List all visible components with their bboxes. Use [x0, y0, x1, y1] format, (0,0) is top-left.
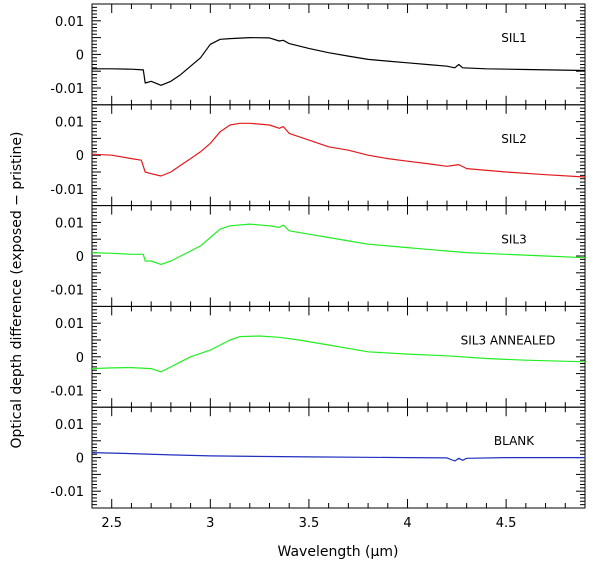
y-tick-label: 0.01: [55, 15, 84, 30]
x-tick-labels: 2.5 3 3.5 4 4.5: [101, 516, 516, 531]
x-tick-label: 3.5: [299, 516, 320, 531]
series-line: [91, 335, 586, 373]
panel-frame: [91, 104, 586, 207]
panel-sil3-annealed: 0.01 0 -0.01 SIL3 ANNEALED: [50, 305, 586, 408]
chart-panels: 0.01 0 -0.01 SIL1 0.01 0 -0.01 SIL2 0.01 0 -0.01 SI…: [50, 3, 586, 509]
y-axis-title: Optical depth difference (exposed − pris…: [9, 132, 25, 449]
y-tick-label: -0.01: [50, 284, 84, 299]
x-tick-label: 3: [206, 516, 214, 531]
y-tick-label: -0.01: [50, 82, 84, 97]
panel-label: BLANK: [494, 434, 535, 448]
panel-label: SIL2: [501, 132, 526, 146]
y-tick-label: 0.01: [55, 116, 84, 131]
y-tick-label: -0.01: [50, 384, 84, 399]
y-tick-label: 0: [76, 48, 84, 63]
y-tick-label: -0.01: [50, 183, 84, 198]
series-line: [91, 223, 586, 265]
panel-label: SIL1: [501, 31, 526, 45]
x-axis-title: Wavelength (μm): [278, 544, 399, 560]
y-tick-label: 0: [76, 250, 84, 265]
x-tick-label: 2.5: [101, 516, 122, 531]
panel-frame: [91, 305, 586, 408]
y-tick-label: 0.01: [55, 317, 84, 332]
y-tick-label: 0.01: [55, 418, 84, 433]
panel-frame: [91, 205, 586, 307]
y-tick-label: 0.01: [55, 216, 84, 231]
y-tick-label: 0: [76, 149, 84, 164]
x-tick-label: 4.5: [496, 516, 517, 531]
series-line: [91, 452, 585, 462]
y-tick-label: 0: [76, 351, 84, 366]
panel-sil2: 0.01 0 -0.01 SIL2: [50, 104, 586, 207]
panel-label: SIL3: [501, 233, 526, 247]
y-tick-label: -0.01: [50, 485, 84, 500]
x-tick-label: 4: [403, 516, 411, 531]
series-line: [92, 37, 586, 86]
panel-blank: 0.01 0 -0.01 BLANK: [50, 406, 586, 509]
y-tick-label: 0: [76, 452, 84, 467]
panel-label: SIL3 ANNEALED: [461, 333, 556, 347]
panel-sil3: 0.01 0 -0.01 SIL3: [50, 205, 586, 307]
panel-sil1: 0.01 0 -0.01 SIL1: [50, 3, 586, 106]
series-line: [91, 122, 586, 178]
